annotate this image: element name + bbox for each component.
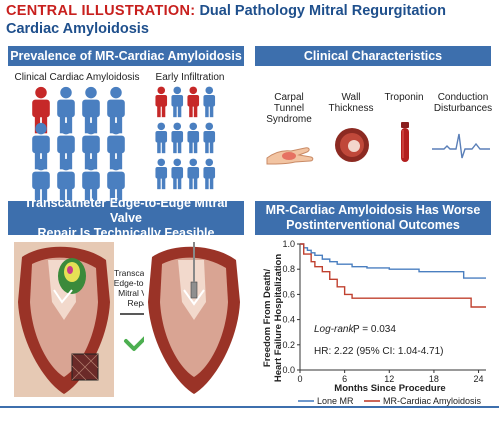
teer-panel-title: Transcatheter Edge-to-Edge Mitral Valve … [8, 196, 244, 240]
y-tick-label: 0.8 [282, 264, 295, 274]
heart-before-repair-illustration [14, 242, 114, 397]
clinical-characteristics-panel-title: Clinical Characteristics [255, 46, 491, 66]
hazard-ratio-text: HR: 2.22 (95% CI: 1.04-4.71) [314, 346, 444, 357]
person-affected-icon [155, 86, 168, 118]
header-line-1: CENTRAL ILLUSTRATION: Dual Pathology Mit… [6, 3, 446, 19]
legend-label-lone-mr: Lone MR [317, 396, 354, 406]
central-illustration-keyword: CENTRAL ILLUSTRATION: [6, 3, 196, 19]
illustration-header: CENTRAL ILLUSTRATION: Dual Pathology Mit… [0, 0, 499, 42]
x-tick-label: 24 [474, 374, 484, 384]
series-lone-mr-line [300, 243, 486, 279]
legend-label-mr-ca: MR-Cardiac Amyloidosis [383, 396, 482, 406]
person-icon [187, 158, 200, 190]
header-title-part2: Cardiac Amyloidosis [6, 21, 149, 37]
heart-wall-icon [335, 128, 369, 162]
troponin-label: Troponin [384, 92, 424, 103]
header-title-part1: Dual Pathology Mitral Regurgitation [199, 3, 446, 19]
outcomes-title-line2: Postinterventional Outcomes [286, 218, 460, 232]
person-icon [203, 158, 216, 190]
person-icon [155, 158, 168, 190]
y-tick-label: 0.6 [282, 289, 295, 299]
person-icon [32, 158, 50, 206]
early-infiltration-label: Early Infiltration [155, 72, 225, 83]
x-tick-label: 0 [297, 374, 302, 384]
y-tick-label: 0.0 [282, 365, 295, 375]
wall-thickness-label: Wall Thickness [328, 92, 374, 114]
person-icon [203, 86, 216, 118]
heart-after-repair-illustration [144, 242, 244, 397]
clinical-amyloidosis-people-grid [32, 86, 125, 206]
person-icon [155, 122, 168, 154]
teer-title-line2: Repair Is Technically Feasible [37, 225, 215, 240]
y-tick-label: 1.0 [282, 239, 295, 249]
chart-ylabel-line2: Heart Failure Hospitalization [273, 254, 284, 382]
conduction-disturbances-label: Conduction Disturbances [433, 92, 493, 114]
person-icon [171, 158, 184, 190]
person-icon [203, 122, 216, 154]
person-icon [57, 158, 75, 206]
outcomes-title-line1: MR-Cardiac Amyloidosis Has Worse [265, 203, 481, 217]
x-tick-label: 18 [429, 374, 439, 384]
person-icon [82, 158, 100, 206]
x-tick-label: 12 [384, 374, 394, 384]
person-icon [187, 122, 200, 154]
y-tick-label: 0.4 [282, 315, 295, 325]
prevalence-panel-title: Prevalence of MR-Cardiac Amyloidosis [8, 46, 244, 66]
teer-title-line1: Transcatheter Edge-to-Edge Mitral Valve [24, 195, 228, 225]
kaplan-meier-chart: Freedom From Death/ Heart Failure Hospit… [262, 239, 486, 406]
teer-arrow-label: Transcatheter Edge-to-Edge Mitral Valve … [113, 268, 167, 308]
ecg-icon [432, 133, 490, 159]
blood-tube-icon [401, 122, 409, 162]
person-affected-icon [187, 86, 200, 118]
clinical-amyloidosis-label: Clinical Cardiac Amyloidosis [14, 72, 140, 83]
hand-icon [266, 147, 314, 165]
x-tick-label: 6 [342, 374, 347, 384]
person-icon [171, 86, 184, 118]
logrank-value: P = 0.034 [353, 324, 396, 335]
footer-divider [0, 406, 499, 408]
early-infiltration-people-grid [155, 86, 216, 190]
series-mr-ca-line [300, 243, 486, 308]
person-icon [107, 158, 125, 206]
person-icon [171, 122, 184, 154]
y-tick-label: 0.2 [282, 340, 295, 350]
outcomes-panel-title: MR-Cardiac Amyloidosis Has Worse Postint… [255, 201, 491, 235]
chart-ylabel-line1: Freedom From Death/ [262, 269, 273, 368]
logrank-label: Log-rank, [314, 324, 356, 335]
carpal-tunnel-label: Carpal Tunnel Syndrome [266, 92, 312, 125]
chart-xlabel: Months Since Procedure [334, 383, 445, 394]
